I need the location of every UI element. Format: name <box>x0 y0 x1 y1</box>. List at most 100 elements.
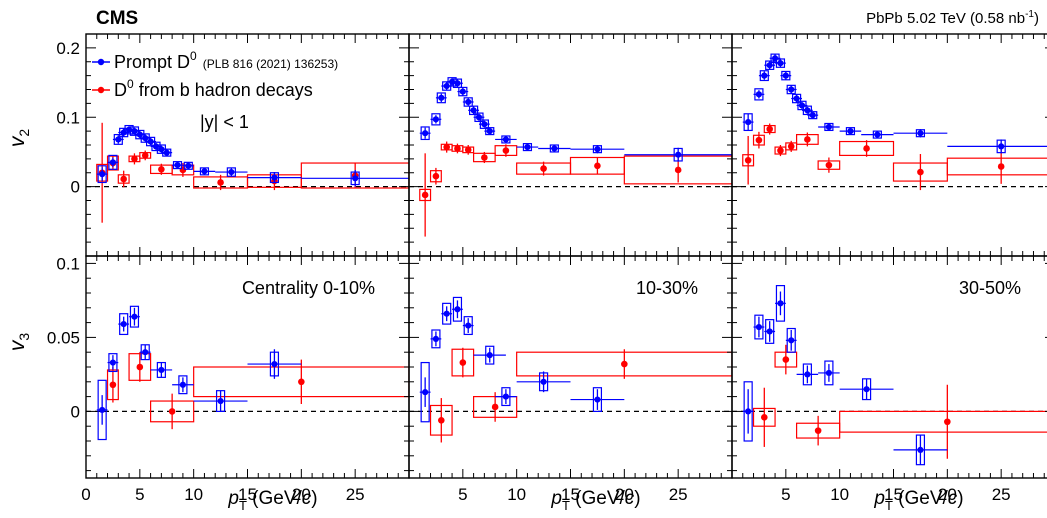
prompt-marker <box>432 116 440 123</box>
nonprompt-marker <box>168 408 176 415</box>
x-tick-label: 20 <box>615 485 634 504</box>
nonprompt-point <box>451 347 475 378</box>
prompt-point <box>624 147 732 162</box>
nonprompt-point <box>763 123 776 135</box>
nonprompt-point <box>473 151 496 164</box>
x-tick-label: 5 <box>135 485 144 504</box>
nonprompt-marker <box>179 166 187 174</box>
prompt-point <box>785 84 797 95</box>
prompt-marker <box>777 300 784 307</box>
prompt-point <box>785 327 797 353</box>
nonprompt-marker <box>594 162 601 170</box>
prompt-marker <box>185 162 192 169</box>
data-points <box>419 77 732 237</box>
prompt-marker <box>459 88 466 95</box>
prompt-point <box>893 129 948 138</box>
y-tick-label: 0.1 <box>56 254 80 273</box>
prompt-marker <box>804 371 811 378</box>
nonprompt-point <box>440 141 453 153</box>
collision-info: PbPb 5.02 TeV (0.58 nb-1) <box>866 9 1039 27</box>
prompt-marker <box>228 168 235 176</box>
y-tick-label: 0.2 <box>56 39 80 58</box>
prompt-marker <box>422 389 429 396</box>
centrality-label: 10-30% <box>636 278 698 298</box>
nonprompt-marker <box>298 378 305 386</box>
data-points <box>742 53 1047 191</box>
prompt-marker <box>271 174 278 181</box>
prompt-point <box>457 86 469 97</box>
nonprompt-point <box>516 161 572 176</box>
prompt-point <box>764 60 776 70</box>
nonprompt-marker <box>502 147 510 154</box>
y-tick-label: 0 <box>71 178 80 197</box>
prompt-marker <box>481 121 488 128</box>
prompt-point <box>107 353 119 373</box>
nonprompt-marker <box>438 416 445 424</box>
nonprompt-marker <box>141 152 149 159</box>
prompt-point <box>430 113 442 126</box>
prompt-point <box>139 133 151 143</box>
prompt-marker <box>158 366 165 374</box>
prompt-marker <box>594 146 601 153</box>
prompt-marker <box>874 131 881 138</box>
prompt-point <box>764 319 776 344</box>
x-tick-label: 10 <box>507 485 526 504</box>
prompt-marker <box>271 360 278 368</box>
prompt-point <box>96 165 108 184</box>
prompt-marker <box>755 323 763 331</box>
prompt-marker <box>152 143 160 150</box>
prompt-marker <box>352 175 359 182</box>
legend-nonprompt-label: D0 from b hadron decays <box>114 77 313 100</box>
nonprompt-point <box>419 153 432 237</box>
prompt-marker <box>454 80 461 87</box>
prompt-point <box>478 119 490 129</box>
prompt-marker <box>443 310 450 317</box>
nonprompt-point <box>106 367 119 403</box>
prompt-point <box>516 143 539 152</box>
prompt-point <box>796 363 819 386</box>
prompt-point <box>107 154 119 170</box>
prompt-marker <box>804 107 811 114</box>
nonprompt-marker <box>777 147 784 154</box>
x-axis-title: pT (GeV/c) <box>227 488 317 513</box>
prompt-marker <box>788 337 795 344</box>
y-tick-label: 0 <box>71 402 80 421</box>
nonprompt-point <box>817 157 841 173</box>
nonprompt-point <box>193 174 249 191</box>
prompt-marker <box>470 107 477 114</box>
nonprompt-point <box>139 150 152 161</box>
nonprompt-point <box>785 140 798 152</box>
prompt-point <box>301 169 409 187</box>
centrality-label: Centrality 0-10% <box>242 278 375 298</box>
panel-v2-3 <box>731 33 1047 257</box>
nonprompt-point <box>516 349 732 379</box>
nonprompt-point <box>150 393 195 430</box>
prompt-point <box>172 375 194 395</box>
panel-v2-2 <box>408 33 733 257</box>
prompt-marker <box>125 126 133 133</box>
prompt-point <box>452 296 463 322</box>
prompt-point <box>775 285 786 322</box>
prompt-marker <box>109 359 117 366</box>
prompt-point <box>570 145 625 154</box>
nonprompt-point <box>429 398 453 443</box>
nonprompt-point <box>742 135 755 185</box>
prompt-marker <box>771 55 779 62</box>
prompt-point <box>462 316 474 336</box>
y-tick-label: 0.1 <box>56 108 80 127</box>
prompt-marker <box>847 128 854 135</box>
panel-v2-1: 0 0.1 0.2 <box>56 33 410 257</box>
prompt-point <box>215 167 248 177</box>
prompt-point <box>775 58 786 68</box>
nonprompt-marker <box>158 165 165 173</box>
prompt-point <box>473 345 506 365</box>
prompt-point <box>96 379 108 441</box>
prompt-point <box>193 167 216 176</box>
prompt-point <box>419 361 431 423</box>
x-tick-label: 10 <box>184 485 203 504</box>
prompt-marker <box>825 369 833 377</box>
nonprompt-point <box>752 387 776 447</box>
nonprompt-marker <box>804 136 811 143</box>
prompt-point <box>441 302 453 325</box>
prompt-point <box>791 93 802 104</box>
